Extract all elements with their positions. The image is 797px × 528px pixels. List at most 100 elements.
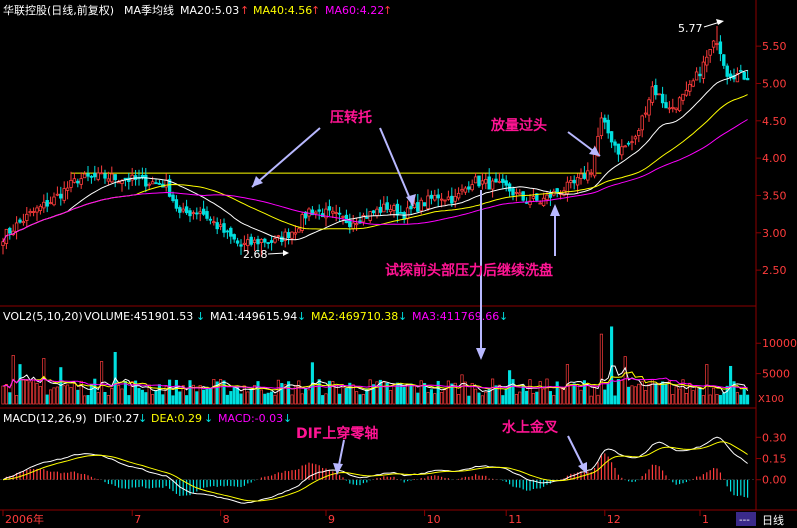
volume-bar <box>579 389 583 405</box>
candle-body <box>674 107 678 111</box>
candlestick <box>307 207 311 222</box>
candle-body <box>273 238 277 243</box>
vol-ma3-line <box>2 377 748 390</box>
candle-body <box>592 152 597 177</box>
candlestick <box>541 192 546 207</box>
volume-bar <box>501 395 505 405</box>
volume-bar <box>484 391 488 405</box>
x-tick-label: 10 <box>427 513 441 526</box>
candle-body <box>283 231 287 241</box>
volume-bar <box>402 386 406 405</box>
candle-body <box>212 221 216 224</box>
volume-bar <box>555 381 559 405</box>
volume-bar <box>297 380 301 405</box>
candle-body <box>450 195 454 204</box>
volume-bar <box>419 380 423 405</box>
vol-unit: X100 <box>758 394 784 405</box>
candle-body <box>79 178 83 185</box>
candle-body <box>664 102 668 109</box>
candle-body <box>640 115 644 131</box>
vol-ma3: MA3:411769.66 <box>412 310 499 323</box>
price-tick-label: 3.00 <box>762 227 787 240</box>
volume-bar <box>42 358 46 405</box>
volume-bar <box>327 380 331 405</box>
volume-bar <box>205 386 209 405</box>
candle-body <box>252 239 257 243</box>
candlestick <box>609 131 614 149</box>
candle-body <box>735 73 740 83</box>
candlestick <box>694 67 699 81</box>
candlestick <box>473 172 478 184</box>
candlestick <box>55 186 60 197</box>
daily-tab-label[interactable]: 日线 <box>762 513 784 527</box>
volume-bar <box>351 384 355 405</box>
candle-body <box>331 210 335 214</box>
x-axis: 2006年 7 8 9 10 11 12 1 <box>2 510 709 526</box>
volume-bar <box>253 385 257 405</box>
candlestick <box>633 134 638 145</box>
volume-bar <box>334 384 338 405</box>
candlestick <box>337 207 342 222</box>
candlestick <box>45 192 49 213</box>
volume-bar <box>38 386 42 405</box>
candlestick <box>18 217 22 224</box>
candlestick <box>259 238 264 257</box>
candle-body <box>637 130 641 136</box>
candle-body <box>722 54 726 66</box>
dea-line <box>2 441 748 502</box>
volume-bar <box>106 395 110 405</box>
annotation-test-and-wash: 试探前头部压力后继续洗盘 <box>385 262 553 279</box>
candlestick <box>174 195 179 212</box>
candle-body <box>582 173 587 179</box>
candle-body <box>181 208 185 212</box>
volume-bar <box>273 394 277 405</box>
arrowhead-icon <box>476 348 486 360</box>
candle-body <box>531 196 536 199</box>
volume-bar <box>1 385 5 405</box>
candlestick <box>637 128 641 143</box>
period-tab-marker[interactable] <box>736 512 756 526</box>
candlestick <box>52 192 56 207</box>
volume-bar <box>382 380 386 405</box>
volume-bar <box>667 380 671 405</box>
volume-bar <box>518 391 522 405</box>
volume-bar <box>304 387 308 405</box>
candle-body <box>429 194 434 199</box>
volume-bar <box>225 394 229 405</box>
candle-body <box>25 213 29 221</box>
ma20-readout: MA20:5.03 <box>180 4 239 17</box>
candle-body <box>742 71 746 80</box>
candlestick <box>232 233 236 243</box>
candle-body <box>409 205 413 210</box>
vol-ma2: MA2:469710.38 <box>311 310 398 323</box>
volume-bar <box>620 380 624 405</box>
candle-body <box>538 202 542 205</box>
volume-bar <box>348 382 352 405</box>
candlestick <box>518 189 522 195</box>
volume-bar <box>49 389 53 405</box>
candle-body <box>456 192 461 199</box>
candle-body <box>443 199 447 202</box>
candlestick <box>205 206 209 221</box>
candle-body <box>334 212 338 214</box>
candlestick <box>35 205 39 221</box>
volume-bar <box>178 391 182 405</box>
volume-bar <box>494 385 498 405</box>
x-tick-label: 7 <box>134 513 141 526</box>
candle-body <box>490 180 495 190</box>
macd-tick-label: 0.15 <box>762 453 787 466</box>
candlestick <box>212 216 216 226</box>
volume-bar <box>229 391 233 405</box>
x-tick-label: 8 <box>223 513 230 526</box>
volume-bar <box>593 386 597 405</box>
candle-body <box>518 192 522 195</box>
volume-bar <box>525 390 529 405</box>
candlestick <box>144 167 148 193</box>
arrowhead-icon <box>252 176 263 187</box>
candle-body <box>96 172 100 180</box>
x-tick-label: 9 <box>328 513 335 526</box>
candle-body <box>130 174 134 181</box>
volume-bar <box>338 393 342 405</box>
candlestick <box>269 236 274 251</box>
